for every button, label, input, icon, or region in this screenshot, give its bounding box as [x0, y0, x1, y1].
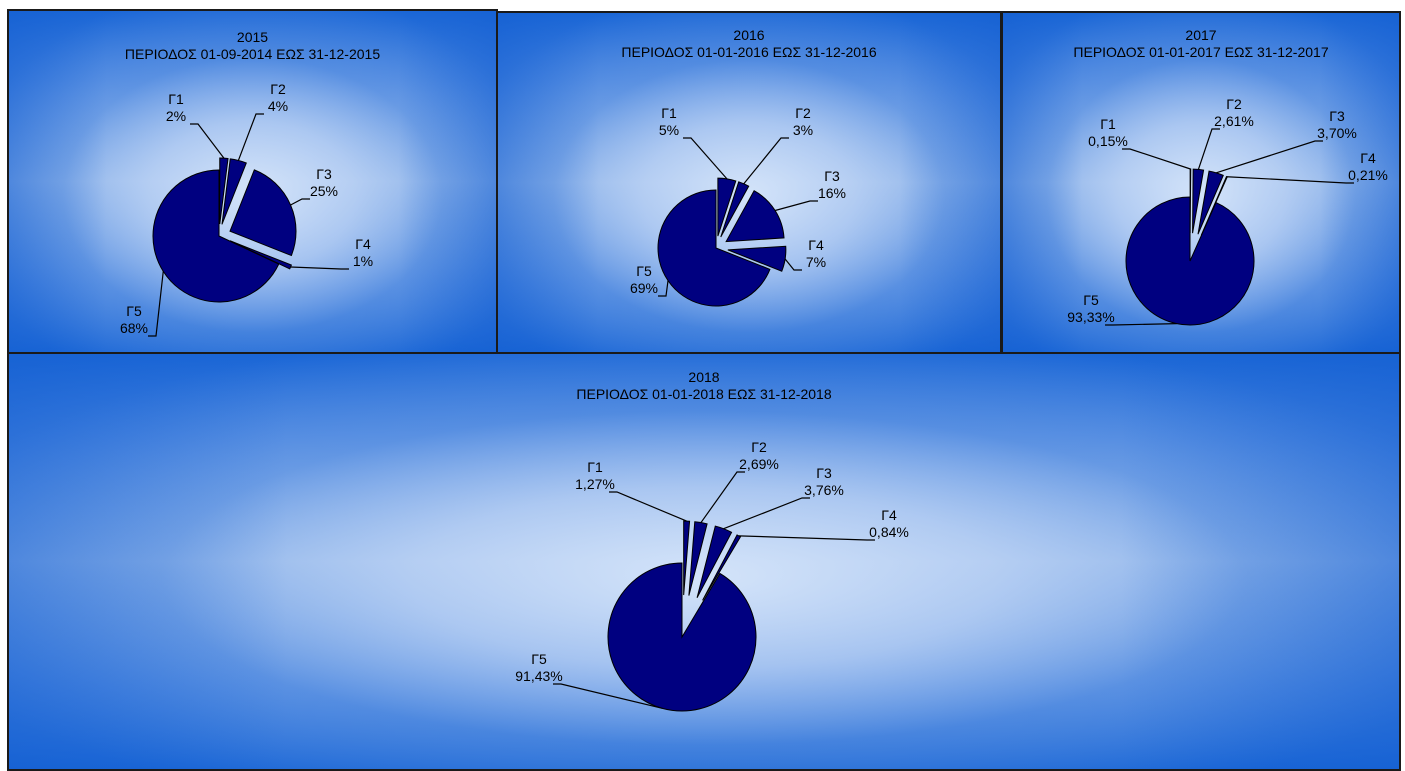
pie-chart-2018: 2018 ΠΕΡΙΟΔΟΣ 01-01-2018 ΕΩΣ 31-12-2018 … — [7, 352, 1401, 771]
slice-value-label: 2% — [166, 108, 186, 124]
pie-chart-2016: 2016 ΠΕΡΙΟΔΟΣ 01-01-2016 ΕΩΣ 31-12-2016 … — [496, 11, 1002, 354]
slice-category-label: Γ5 — [1083, 292, 1099, 308]
slice-value-label: 68% — [120, 320, 148, 336]
leader-line — [1105, 323, 1177, 326]
leader-line — [190, 123, 225, 159]
chart-title: 2016 ΠΕΡΙΟΔΟΣ 01-01-2016 ΕΩΣ 31-12-2016 — [498, 27, 1000, 61]
pie-chart-2017: 2017 ΠΕΡΙΟΔΟΣ 01-01-2017 ΕΩΣ 31-12-2017 … — [1001, 11, 1401, 354]
slice-value-label: 25% — [310, 183, 338, 199]
leader-line — [743, 137, 789, 185]
pie-slice-γ4 — [229, 240, 293, 270]
slice-category-label: Γ3 — [816, 465, 832, 481]
slice-category-label: Γ2 — [1226, 96, 1242, 112]
leader-line — [1216, 140, 1323, 174]
slice-value-label: 3% — [793, 122, 813, 138]
slice-value-label: 5% — [659, 122, 679, 138]
pie-slice-γ4 — [727, 245, 787, 272]
chart-title: 2015 ΠΕΡΙΟΔΟΣ 01-09-2014 ΕΩΣ 31-12-2015 — [9, 29, 496, 63]
leader-line — [683, 137, 728, 180]
pie-chart-2015: 2015 ΠΕΡΙΟΔΟΣ 01-09-2014 ΕΩΣ 31-12-2015 … — [7, 9, 498, 354]
chart-title: 2017 ΠΕΡΙΟΔΟΣ 01-01-2017 ΕΩΣ 31-12-2017 — [1003, 27, 1399, 61]
pie-slice-γ5 — [607, 562, 757, 712]
slice-value-label: 16% — [818, 185, 846, 201]
slice-category-label: Γ3 — [824, 168, 840, 184]
slice-category-label: Γ2 — [751, 439, 767, 455]
slice-value-label: 7% — [806, 254, 826, 270]
leader-line — [290, 198, 310, 206]
slice-value-label: 93,33% — [1067, 309, 1114, 325]
slice-value-label: 0,21% — [1348, 167, 1388, 183]
slice-category-label: Γ5 — [636, 263, 652, 279]
slice-category-label: Γ5 — [531, 651, 547, 667]
slice-category-label: Γ1 — [1100, 116, 1116, 132]
pie-slice-γ3 — [1197, 170, 1224, 235]
leader-line — [148, 271, 164, 337]
slice-category-label: Γ1 — [661, 105, 677, 121]
leader-line — [1226, 176, 1354, 184]
slice-category-label: Γ4 — [808, 237, 824, 253]
pie-slice-γ1 — [683, 520, 691, 596]
leader-line — [290, 266, 349, 270]
pie-slice-γ2 — [720, 181, 750, 238]
leader-line — [700, 471, 745, 523]
leader-line — [237, 113, 264, 161]
slice-value-label: 69% — [630, 280, 658, 296]
leader-line — [723, 497, 810, 530]
slice-value-label: 91,43% — [515, 668, 562, 684]
slice-category-label: Γ5 — [126, 303, 142, 319]
chart-period: ΠΕΡΙΟΔΟΣ 01-01-2016 ΕΩΣ 31-12-2016 — [621, 44, 877, 60]
slice-value-label: 3,76% — [804, 482, 844, 498]
slice-category-label: Γ2 — [270, 81, 286, 97]
pie-slice-γ3 — [725, 190, 785, 243]
slice-category-label: Γ2 — [795, 105, 811, 121]
slice-value-label: 1,27% — [575, 476, 615, 492]
slice-category-label: Γ4 — [881, 507, 897, 523]
slice-category-label: Γ1 — [168, 91, 184, 107]
chart-period: ΠΕΡΙΟΔΟΣ 01-01-2018 ΕΩΣ 31-12-2018 — [576, 386, 832, 402]
chart-period: ΠΕΡΙΟΔΟΣ 01-09-2014 ΕΩΣ 31-12-2015 — [124, 46, 381, 62]
slice-category-label: Γ4 — [1360, 150, 1376, 166]
chart-year: 2015 — [236, 29, 269, 45]
slice-value-label: 2,61% — [1214, 113, 1254, 129]
slice-value-label: 3,70% — [1317, 125, 1357, 141]
slice-value-label: 4% — [268, 98, 288, 114]
leader-line — [738, 535, 875, 541]
leader-line — [553, 683, 663, 709]
leader-line — [1197, 128, 1220, 170]
chart-title: 2018 ΠΕΡΙΟΔΟΣ 01-01-2018 ΕΩΣ 31-12-2018 — [9, 369, 1399, 403]
slice-category-label: Γ3 — [316, 166, 332, 182]
slice-value-label: 2,69% — [739, 456, 779, 472]
pie-slice-γ3 — [229, 169, 297, 257]
chart-period: ΠΕΡΙΟΔΟΣ 01-01-2017 ΕΩΣ 31-12-2017 — [1073, 44, 1329, 60]
leader-line — [774, 200, 818, 212]
chart-year: 2018 — [688, 369, 720, 385]
slice-value-label: 1% — [353, 253, 373, 269]
leader-line — [1122, 148, 1191, 170]
leader-line — [658, 280, 669, 297]
slice-category-label: Γ3 — [1329, 108, 1345, 124]
pie-slice-γ2 — [1192, 168, 1205, 234]
leader-line — [609, 491, 687, 522]
pie-slice-γ5 — [1125, 196, 1255, 326]
slice-value-label: 0,15% — [1088, 133, 1128, 149]
slice-category-label: Γ1 — [587, 459, 603, 475]
slice-value-label: 0,84% — [869, 524, 909, 540]
leader-line — [784, 258, 802, 271]
chart-year: 2016 — [733, 27, 765, 43]
slice-category-label: Γ4 — [355, 236, 371, 252]
chart-year: 2017 — [1185, 27, 1217, 43]
